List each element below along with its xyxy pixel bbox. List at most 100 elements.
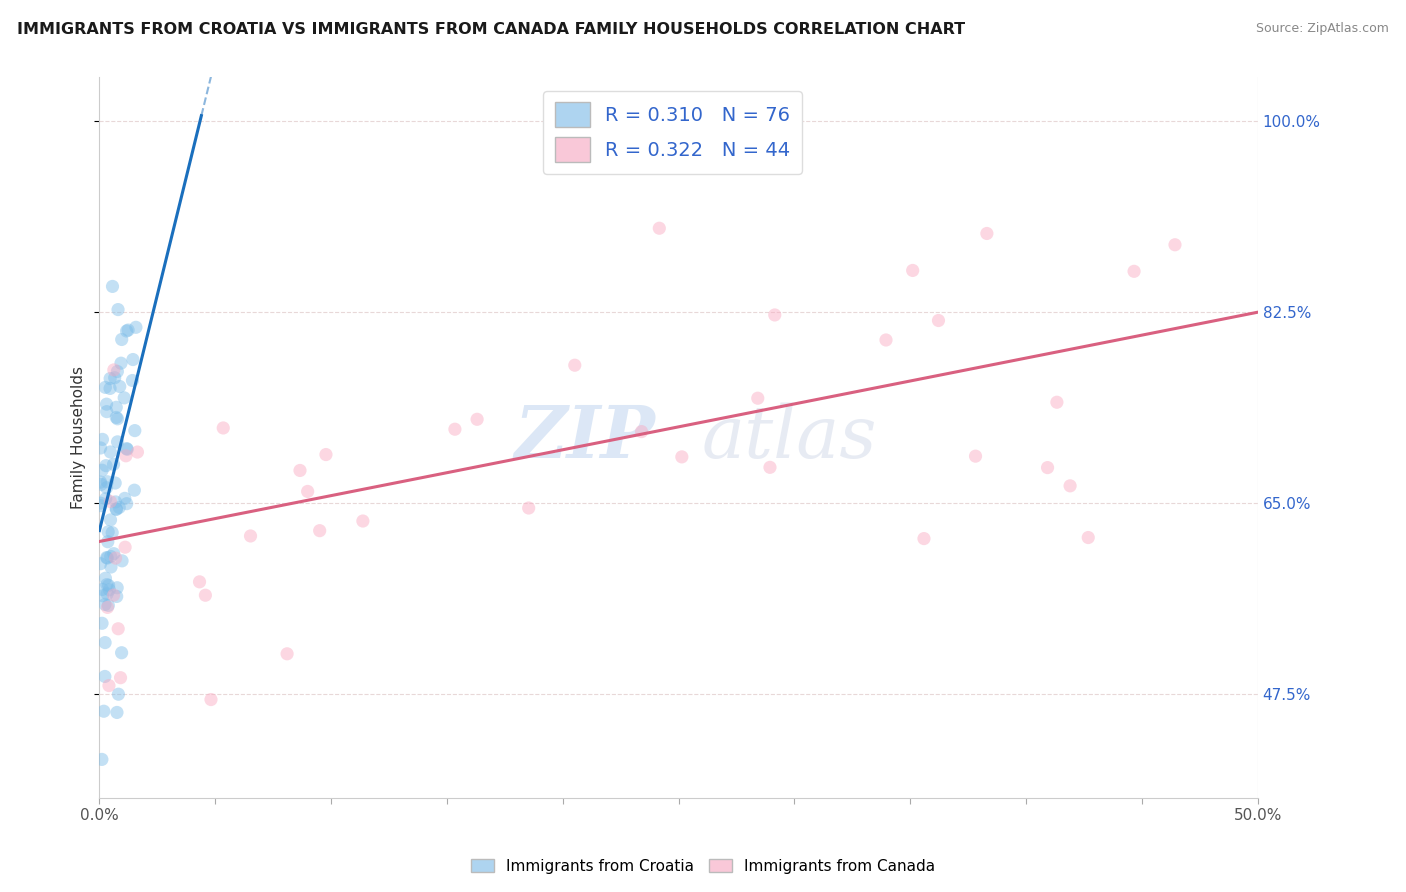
Point <box>901 263 924 277</box>
Point <box>288 463 311 477</box>
Point <box>90 441 112 455</box>
Text: IMMIGRANTS FROM CROATIA VS IMMIGRANTS FROM CANADA FAMILY HOUSEHOLDS CORRELATION : IMMIGRANTS FROM CROATIA VS IMMIGRANTS FR… <box>17 22 965 37</box>
Point <box>115 497 138 511</box>
Legend: Immigrants from Croatia, Immigrants from Canada: Immigrants from Croatia, Immigrants from… <box>464 853 942 880</box>
Point <box>96 550 118 565</box>
Point <box>94 669 117 683</box>
Point <box>100 494 122 508</box>
Point <box>115 442 138 457</box>
Point <box>110 356 132 370</box>
Point <box>117 323 139 337</box>
Point <box>297 484 319 499</box>
Point <box>763 308 786 322</box>
Point <box>125 320 148 334</box>
Point <box>91 582 114 597</box>
Point <box>194 588 217 602</box>
Point <box>1077 531 1099 545</box>
Point <box>759 460 782 475</box>
Point <box>90 752 112 766</box>
Point <box>124 483 146 498</box>
Point <box>239 529 262 543</box>
Point <box>1164 237 1187 252</box>
Point <box>114 540 136 554</box>
Point <box>200 692 222 706</box>
Point <box>107 687 129 701</box>
Point <box>98 582 121 597</box>
Point <box>104 370 127 384</box>
Point <box>927 313 949 327</box>
Point <box>90 557 112 571</box>
Point <box>630 425 652 439</box>
Point <box>517 501 540 516</box>
Point <box>976 227 998 241</box>
Point <box>875 333 897 347</box>
Point <box>100 560 122 574</box>
Point <box>90 496 112 510</box>
Point <box>105 590 128 604</box>
Point <box>91 616 114 631</box>
Point <box>1123 264 1146 278</box>
Point <box>104 495 127 509</box>
Point <box>103 458 125 472</box>
Point <box>101 279 124 293</box>
Point <box>105 502 128 516</box>
Point <box>105 364 128 378</box>
Point <box>111 554 134 568</box>
Point <box>96 551 118 566</box>
Point <box>103 588 125 602</box>
Point <box>912 532 935 546</box>
Point <box>352 514 374 528</box>
Legend: R = 0.310   N = 76, R = 0.322   N = 44: R = 0.310 N = 76, R = 0.322 N = 44 <box>543 91 803 174</box>
Point <box>91 433 114 447</box>
Point <box>115 324 138 338</box>
Point <box>103 547 125 561</box>
Point <box>465 412 488 426</box>
Point <box>94 491 117 506</box>
Point <box>112 391 135 405</box>
Point <box>107 622 129 636</box>
Point <box>127 445 149 459</box>
Point <box>93 704 115 718</box>
Point <box>96 404 118 418</box>
Point <box>103 363 125 377</box>
Point <box>105 410 128 425</box>
Point <box>96 481 118 495</box>
Point <box>115 449 138 463</box>
Point <box>96 600 118 615</box>
Point <box>110 671 132 685</box>
Point <box>100 513 122 527</box>
Point <box>98 381 121 395</box>
Point <box>276 647 298 661</box>
Point <box>212 421 235 435</box>
Point <box>97 524 120 539</box>
Y-axis label: Family Households: Family Households <box>72 367 86 509</box>
Point <box>104 476 127 491</box>
Point <box>90 475 112 489</box>
Point <box>97 534 120 549</box>
Point <box>107 434 129 449</box>
Point <box>107 302 129 317</box>
Point <box>188 574 211 589</box>
Point <box>97 599 120 613</box>
Point <box>747 391 769 405</box>
Point <box>104 551 127 566</box>
Point <box>97 679 120 693</box>
Point <box>671 450 693 464</box>
Text: atlas: atlas <box>702 402 877 473</box>
Point <box>94 458 117 473</box>
Point <box>90 499 112 513</box>
Point <box>315 448 337 462</box>
Point <box>105 401 128 415</box>
Point <box>108 379 131 393</box>
Point <box>91 589 114 603</box>
Point <box>96 587 118 601</box>
Point <box>111 333 134 347</box>
Point <box>108 500 131 515</box>
Point <box>1046 395 1069 409</box>
Point <box>94 571 117 585</box>
Point <box>91 463 114 477</box>
Point <box>98 445 121 459</box>
Point <box>110 646 132 660</box>
Point <box>648 221 671 235</box>
Point <box>100 549 122 564</box>
